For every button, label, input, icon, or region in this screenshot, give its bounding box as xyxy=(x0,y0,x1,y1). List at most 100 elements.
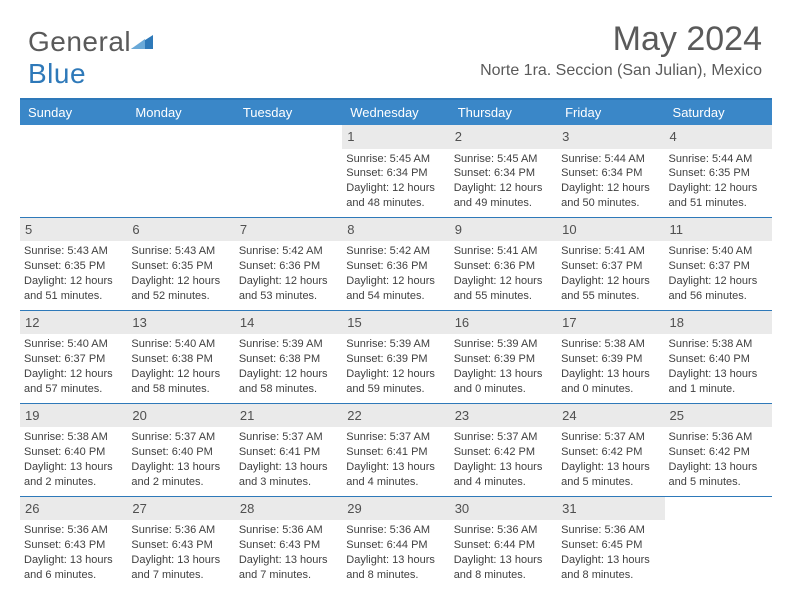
sunset-text: Sunset: 6:42 PM xyxy=(561,445,660,460)
day-cell: 3Sunrise: 5:44 AMSunset: 6:34 PMDaylight… xyxy=(557,125,664,217)
daylight-text: and 3 minutes. xyxy=(239,475,338,490)
weekday-header: Tuesday xyxy=(235,100,342,125)
sunrise-text: Sunrise: 5:38 AM xyxy=(561,337,660,352)
daylight-text: Daylight: 13 hours xyxy=(561,367,660,382)
day-cell: 21 Sunrise: 5:37 AMSunset: 6:41 PMDayligh… xyxy=(235,404,342,496)
daylight-text: Daylight: 12 hours xyxy=(561,274,660,289)
daylight-text: and 59 minutes. xyxy=(346,382,445,397)
day-cell: 11Sunrise: 5:40 AMSunset: 6:37 PMDayligh… xyxy=(665,218,772,310)
daylight-text: Daylight: 12 hours xyxy=(669,181,768,196)
day-cell: 26Sunrise: 5:36 AMSunset: 6:43 PMDayligh… xyxy=(20,497,127,589)
day-cell: 6Sunrise: 5:43 AMSunset: 6:35 PMDaylight… xyxy=(127,218,234,310)
daylight-text: Daylight: 13 hours xyxy=(24,460,123,475)
sunset-text: Sunset: 6:37 PM xyxy=(669,259,768,274)
weeks-container: ...1Sunrise: 5:45 AMSunset: 6:34 PMDayli… xyxy=(20,125,772,589)
day-cell: 8Sunrise: 5:42 AMSunset: 6:36 PMDaylight… xyxy=(342,218,449,310)
daylight-text: Daylight: 13 hours xyxy=(669,367,768,382)
daylight-text: and 7 minutes. xyxy=(131,568,230,583)
day-cell: 29Sunrise: 5:36 AMSunset: 6:44 PMDayligh… xyxy=(342,497,449,589)
day-cell: 18Sunrise: 5:38 AMSunset: 6:40 PMDayligh… xyxy=(665,311,772,403)
week-row: 12Sunrise: 5:40 AMSunset: 6:37 PMDayligh… xyxy=(20,310,772,403)
sunset-text: Sunset: 6:36 PM xyxy=(454,259,553,274)
brand-triangle-icon xyxy=(131,24,153,56)
day-number: 8 xyxy=(342,218,449,242)
day-cell: 9Sunrise: 5:41 AMSunset: 6:36 PMDaylight… xyxy=(450,218,557,310)
daylight-text: and 6 minutes. xyxy=(24,568,123,583)
page-subtitle: Norte 1ra. Seccion (San Julian), Mexico xyxy=(480,62,762,80)
day-cell: 4Sunrise: 5:44 AMSunset: 6:35 PMDaylight… xyxy=(665,125,772,217)
daylight-text: and 0 minutes. xyxy=(454,382,553,397)
daylight-text: and 49 minutes. xyxy=(454,196,553,211)
day-number: 1 xyxy=(342,125,449,149)
day-number: 4 xyxy=(665,125,772,149)
daylight-text: Daylight: 13 hours xyxy=(346,460,445,475)
sunset-text: Sunset: 6:35 PM xyxy=(669,166,768,181)
sunset-text: Sunset: 6:43 PM xyxy=(24,538,123,553)
day-number: 10 xyxy=(557,218,664,242)
daylight-text: and 55 minutes. xyxy=(561,289,660,304)
daylight-text: Daylight: 13 hours xyxy=(561,553,660,568)
day-cell: 15Sunrise: 5:39 AMSunset: 6:39 PMDayligh… xyxy=(342,311,449,403)
daylight-text: and 2 minutes. xyxy=(131,475,230,490)
weekday-header: Monday xyxy=(127,100,234,125)
day-number: 9 xyxy=(450,218,557,242)
sunset-text: Sunset: 6:38 PM xyxy=(131,352,230,367)
sunset-text: Sunset: 6:40 PM xyxy=(131,445,230,460)
sunset-text: Sunset: 6:41 PM xyxy=(239,445,338,460)
sunset-text: Sunset: 6:37 PM xyxy=(561,259,660,274)
day-number: 13 xyxy=(127,311,234,335)
day-cell: 7Sunrise: 5:42 AMSunset: 6:36 PMDaylight… xyxy=(235,218,342,310)
weekday-header: Saturday xyxy=(665,100,772,125)
sunset-text: Sunset: 6:39 PM xyxy=(346,352,445,367)
sunrise-text: Sunrise: 5:36 AM xyxy=(561,523,660,538)
sunset-text: Sunset: 6:40 PM xyxy=(669,352,768,367)
day-number: 21 xyxy=(235,404,342,428)
sunset-text: Sunset: 6:44 PM xyxy=(346,538,445,553)
day-number: 20 xyxy=(127,404,234,428)
daylight-text: and 8 minutes. xyxy=(561,568,660,583)
daylight-text: Daylight: 13 hours xyxy=(131,553,230,568)
sunrise-text: Sunrise: 5:39 AM xyxy=(239,337,338,352)
daylight-text: and 1 minute. xyxy=(669,382,768,397)
daylight-text: Daylight: 12 hours xyxy=(131,274,230,289)
sunrise-text: Sunrise: 5:36 AM xyxy=(239,523,338,538)
day-number: 30 xyxy=(450,497,557,521)
daylight-text: and 53 minutes. xyxy=(239,289,338,304)
day-cell: 20Sunrise: 5:37 AMSunset: 6:40 PMDayligh… xyxy=(127,404,234,496)
daylight-text: Daylight: 13 hours xyxy=(454,460,553,475)
day-cell: 12Sunrise: 5:40 AMSunset: 6:37 PMDayligh… xyxy=(20,311,127,403)
sunset-text: Sunset: 6:36 PM xyxy=(239,259,338,274)
day-cell: 13Sunrise: 5:40 AMSunset: 6:38 PMDayligh… xyxy=(127,311,234,403)
week-row: 5Sunrise: 5:43 AMSunset: 6:35 PMDaylight… xyxy=(20,217,772,310)
day-number: 22 xyxy=(342,404,449,428)
day-cell: . xyxy=(665,497,772,589)
day-cell: 19Sunrise: 5:38 AMSunset: 6:40 PMDayligh… xyxy=(20,404,127,496)
day-number: 6 xyxy=(127,218,234,242)
daylight-text: Daylight: 12 hours xyxy=(24,367,123,382)
week-row: ...1Sunrise: 5:45 AMSunset: 6:34 PMDayli… xyxy=(20,125,772,217)
daylight-text: and 0 minutes. xyxy=(561,382,660,397)
daylight-text: Daylight: 12 hours xyxy=(346,367,445,382)
weekday-header: Friday xyxy=(557,100,664,125)
page-title: May 2024 xyxy=(613,20,762,59)
day-cell: 10Sunrise: 5:41 AMSunset: 6:37 PMDayligh… xyxy=(557,218,664,310)
daylight-text: Daylight: 13 hours xyxy=(239,460,338,475)
daylight-text: Daylight: 13 hours xyxy=(454,367,553,382)
daylight-text: and 58 minutes. xyxy=(239,382,338,397)
sunset-text: Sunset: 6:42 PM xyxy=(669,445,768,460)
day-number: 11 xyxy=(665,218,772,242)
daylight-text: and 5 minutes. xyxy=(669,475,768,490)
day-number: 17 xyxy=(557,311,664,335)
sunrise-text: Sunrise: 5:37 AM xyxy=(561,430,660,445)
daylight-text: Daylight: 12 hours xyxy=(131,367,230,382)
weekday-header: Sunday xyxy=(20,100,127,125)
day-number: 3 xyxy=(557,125,664,149)
daylight-text: and 8 minutes. xyxy=(346,568,445,583)
day-number: 18 xyxy=(665,311,772,335)
weekday-header: Thursday xyxy=(450,100,557,125)
day-number: 31 xyxy=(557,497,664,521)
sunrise-text: Sunrise: 5:36 AM xyxy=(346,523,445,538)
sunrise-text: Sunrise: 5:40 AM xyxy=(24,337,123,352)
sunset-text: Sunset: 6:40 PM xyxy=(24,445,123,460)
sunrise-text: Sunrise: 5:37 AM xyxy=(239,430,338,445)
